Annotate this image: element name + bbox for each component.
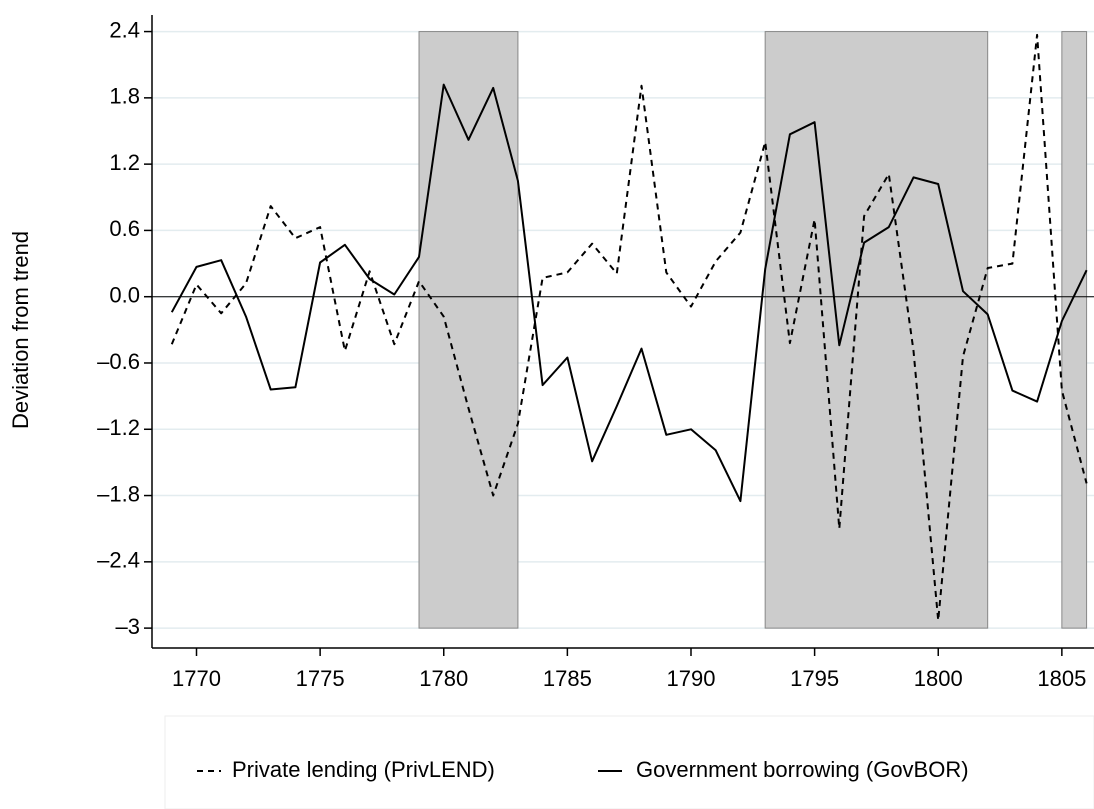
legend-box [164,715,1094,809]
y-tick-label: –1.8 [97,481,140,506]
x-tick-label: 1790 [667,666,716,691]
y-tick-label: 0.6 [109,216,140,241]
y-axis-label: Deviation from trend [8,231,33,429]
y-tick-label: 1.8 [109,84,140,109]
series-line [170,33,1088,622]
y-tick-label: 1.2 [109,150,140,175]
legend-label: Government borrowing (GovBOR) [636,757,969,782]
shaded-period [764,31,989,629]
y-tick-label: –0.6 [97,349,140,374]
x-tick-label: 1805 [1037,666,1086,691]
x-tick-label: 1780 [419,666,468,691]
legend-label: Private lending (PrivLEND) [232,757,495,782]
x-tick-label: 1800 [914,666,963,691]
shaded-period [418,31,519,629]
x-tick-label: 1775 [296,666,345,691]
y-tick-label: –1.2 [97,415,140,440]
x-tick-label: 1785 [543,666,592,691]
y-tick-label: 2.4 [109,17,140,42]
shaded-period [1061,31,1088,629]
y-tick-label: –2.4 [97,548,140,573]
y-tick-label: 0.0 [109,283,140,308]
y-tick-label: –3 [116,614,140,639]
x-tick-label: 1795 [790,666,839,691]
x-tick-label: 1770 [172,666,221,691]
series-line [170,83,1088,503]
